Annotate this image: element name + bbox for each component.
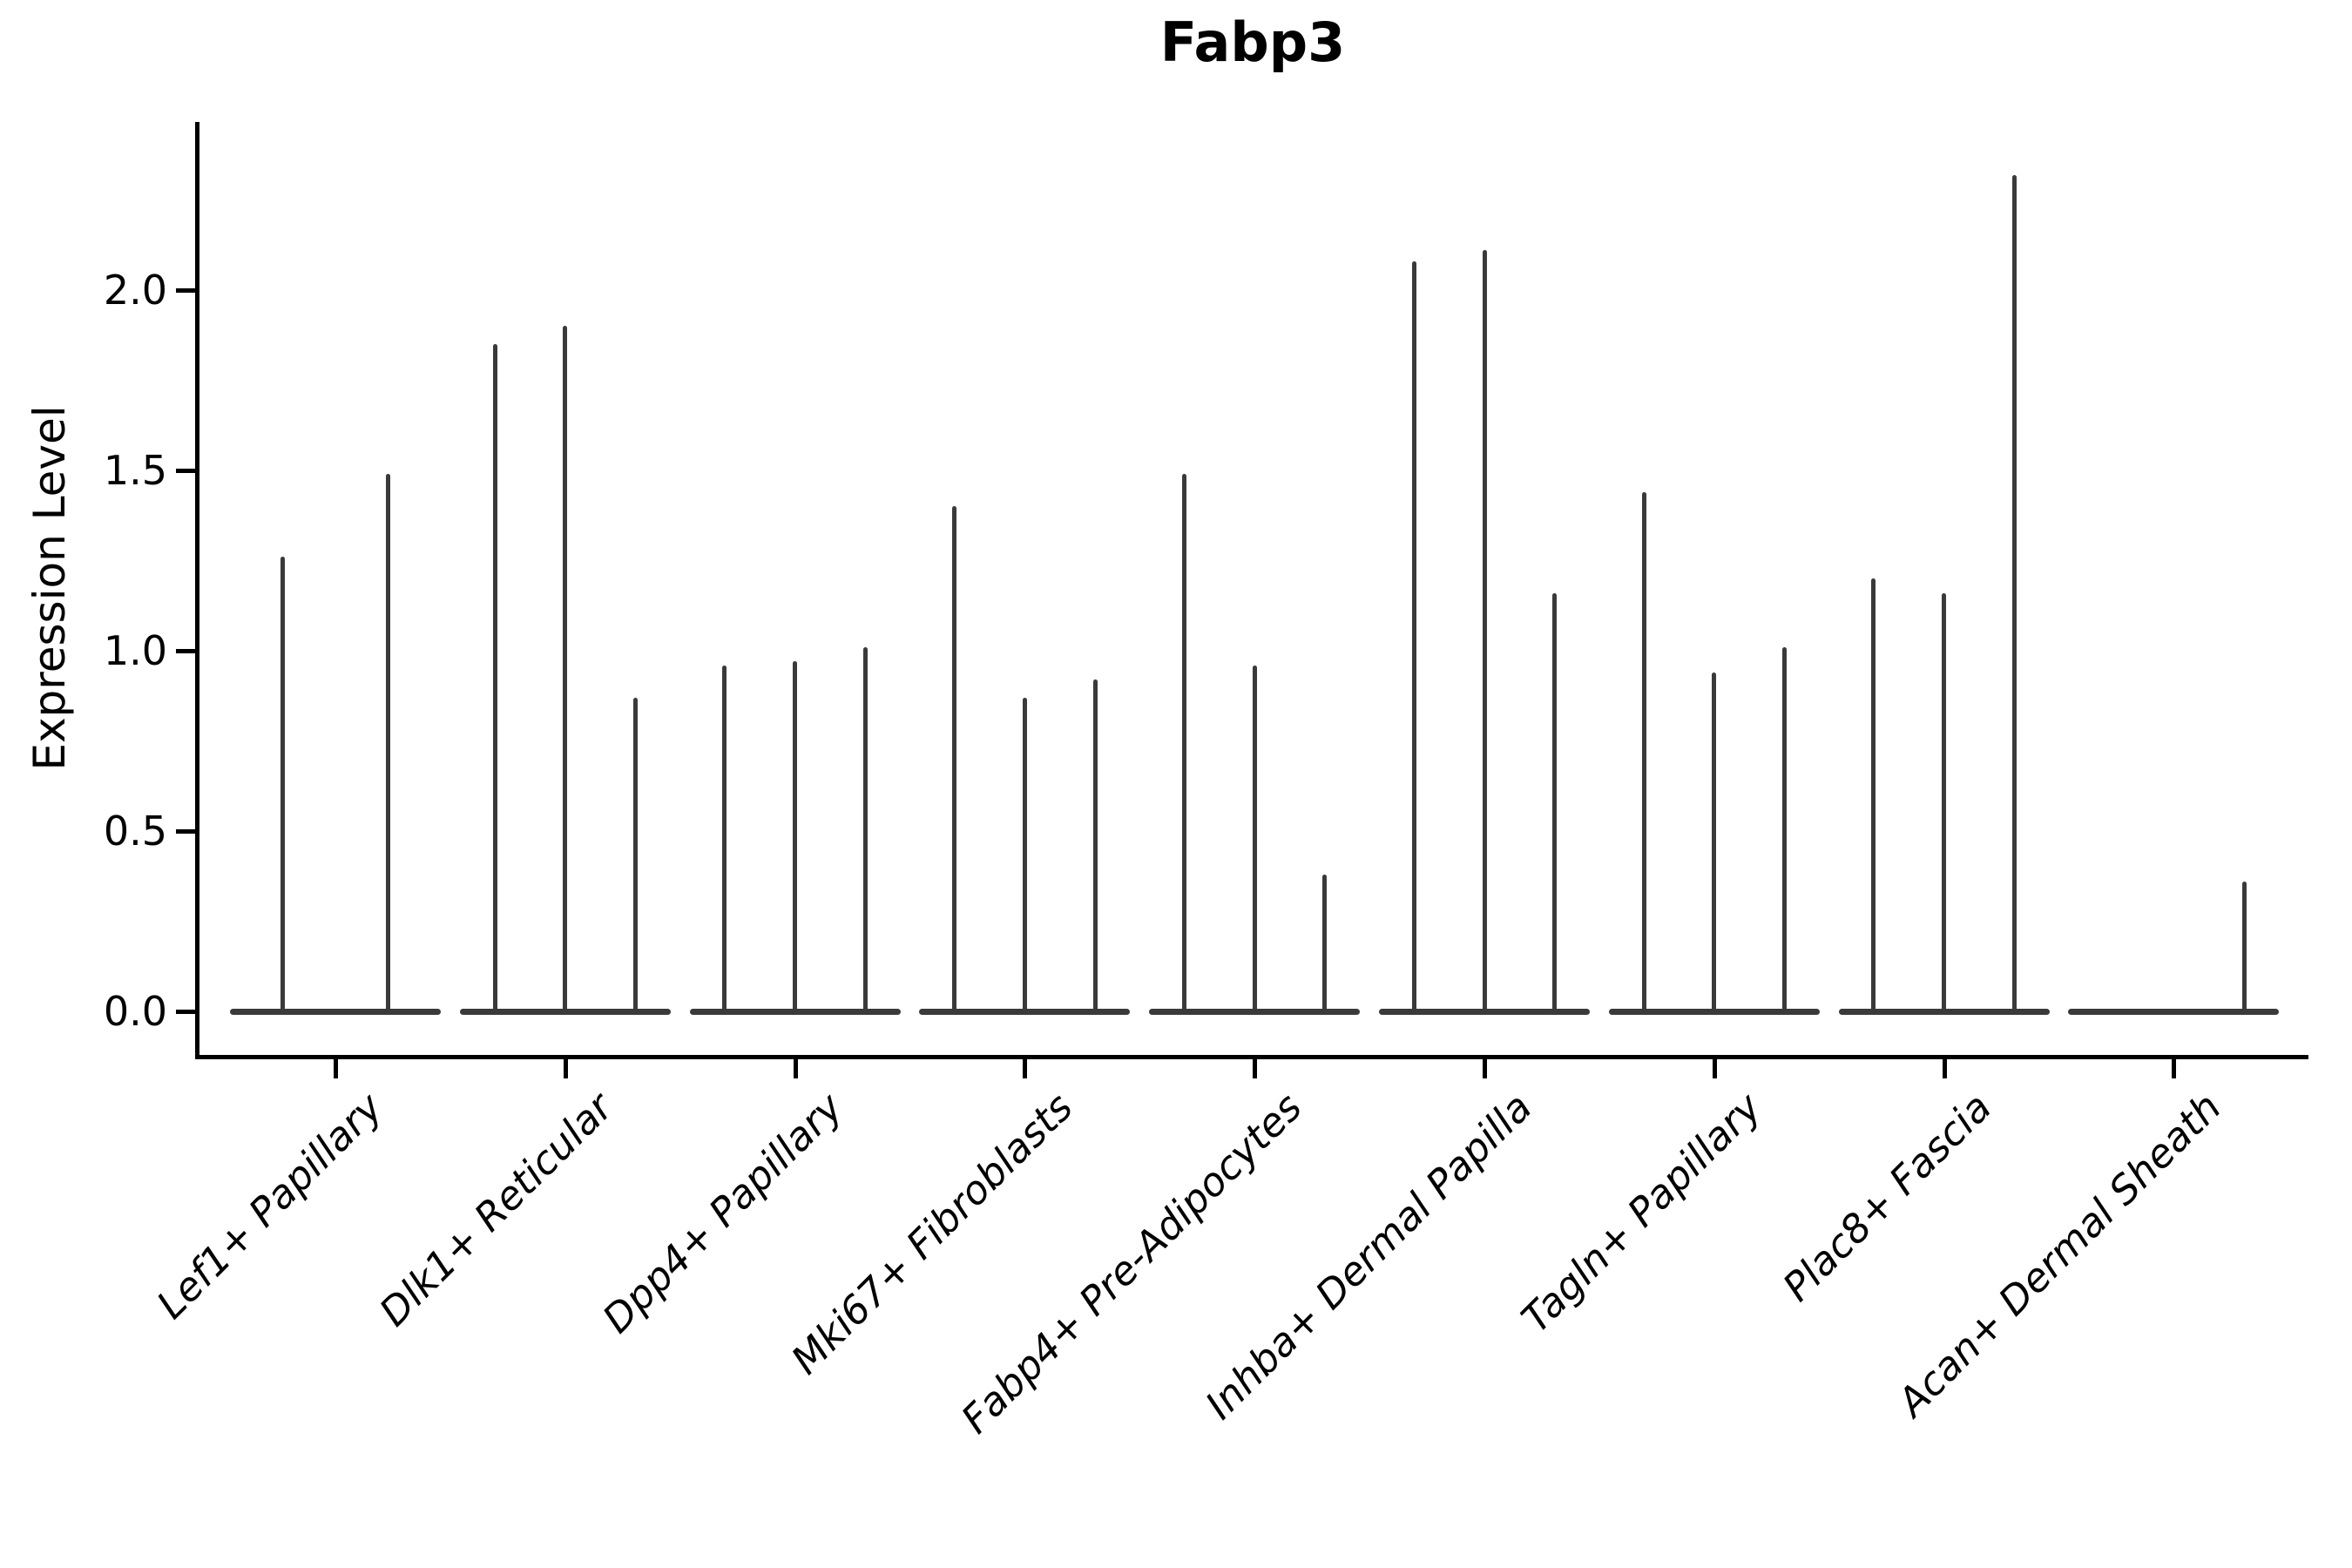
violin-spike [386,474,390,1014]
y-tick-label: 1.5 [103,447,167,494]
violin-baseline [230,1008,441,1015]
y-tick-label: 2.0 [103,267,167,314]
violin-spike [1482,250,1487,1014]
x-category-label: Plac8+ Fascia [1774,1084,2001,1311]
violin-spike [862,646,868,1014]
violin-baseline [2068,1008,2280,1015]
violin-spike [1781,646,1787,1014]
x-axis-spine [195,1055,2308,1059]
y-axis-spine [195,122,199,1059]
x-tick-mark [1023,1059,1028,1078]
y-tick-mark [176,469,195,473]
x-category-label: Tagln+ Papillary [1512,1084,1771,1342]
violin-spike [952,506,957,1014]
chart-title: Fabp3 [1159,10,1346,74]
x-tick-mark [334,1059,338,1078]
violin-spike [1022,697,1027,1014]
x-tick-mark [2172,1059,2177,1078]
violin-spike [2241,881,2247,1014]
y-tick-mark [176,829,195,834]
violin-spike [1942,592,1947,1014]
violin-spike [1182,474,1187,1014]
violin-spike [492,344,497,1014]
violin-spike [1641,491,1646,1014]
y-tick-label: 0.5 [103,808,167,855]
violin-spike [2011,174,2017,1014]
violin-spike [1712,672,1717,1014]
x-tick-mark [793,1059,798,1078]
violin-spike [632,697,638,1014]
violin-spike [1252,665,1257,1014]
y-tick-label: 0.0 [103,988,167,1035]
x-category-label: Dpp4+ Papillary [593,1084,852,1342]
violin-spike [793,661,798,1014]
violin-spike [1552,592,1558,1014]
x-category-label: Lef1+ Papillary [147,1084,392,1328]
x-category-label: Dlk1+ Reticular [370,1084,622,1335]
violin-spike [1092,679,1098,1014]
violin-spike [722,665,727,1014]
violin-spike [563,326,568,1014]
x-tick-mark [1253,1059,1258,1078]
violin-spike [1322,874,1328,1014]
violin-spike [1871,578,1876,1014]
y-tick-mark [176,288,195,293]
x-tick-mark [1712,1059,1717,1078]
x-tick-mark [1483,1059,1487,1078]
violin-spike [280,557,285,1014]
x-tick-mark [563,1059,568,1078]
x-tick-mark [1942,1059,1947,1078]
violin-spike [1411,260,1416,1014]
y-tick-mark [176,1010,195,1014]
y-tick-mark [176,649,195,653]
y-tick-label: 1.0 [103,627,167,674]
